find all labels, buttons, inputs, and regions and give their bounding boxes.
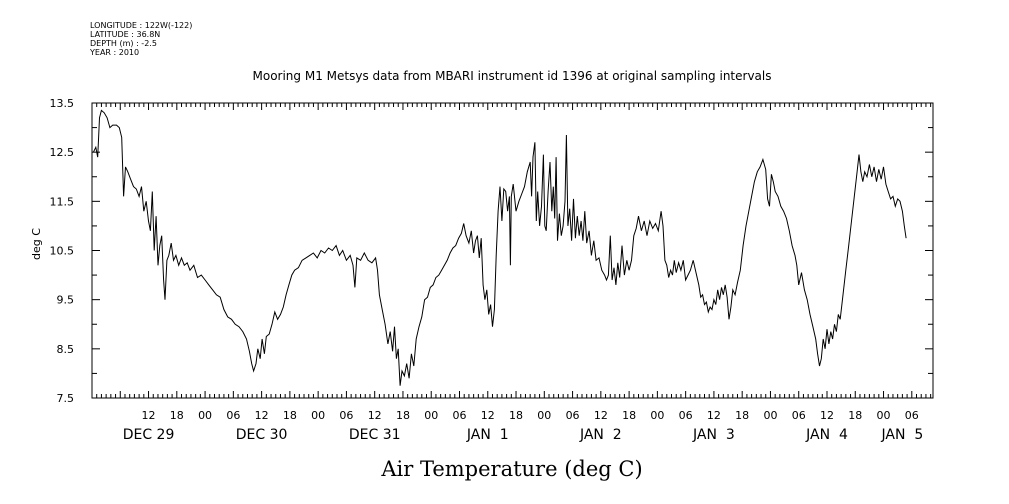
x-hour-label: 00 xyxy=(877,409,891,422)
x-hour-label: 18 xyxy=(283,409,297,422)
x-hour-label: 18 xyxy=(735,409,749,422)
meta-longitude: LONGITUDE : 122W(-122) xyxy=(90,21,192,30)
axis-ticks xyxy=(91,102,933,399)
x-hour-label: 12 xyxy=(142,409,156,422)
x-day-label: DEC 29 xyxy=(123,427,175,443)
x-hour-label: 06 xyxy=(905,409,919,422)
chart-title: Mooring M1 Metsys data from MBARI instru… xyxy=(253,69,772,83)
x-hour-label: 12 xyxy=(820,409,834,422)
x-hour-label: 06 xyxy=(566,409,580,422)
x-hour-label: 06 xyxy=(792,409,806,422)
x-hour-label: 18 xyxy=(396,409,410,422)
x-day-label: DEC 31 xyxy=(349,427,401,443)
x-hour-label: 18 xyxy=(509,409,523,422)
station-metadata: LONGITUDE : 122W(-122) LATITUDE : 36.8N … xyxy=(89,21,192,57)
x-hour-label: 12 xyxy=(255,409,269,422)
y-tick-label: 9.5 xyxy=(57,294,75,307)
x-hour-label: 00 xyxy=(650,409,664,422)
x-day-label: JAN 1 xyxy=(466,427,509,443)
y-axis-label: deg C xyxy=(30,228,43,260)
y-tick-label: 13.5 xyxy=(50,97,75,110)
x-hour-label: 18 xyxy=(848,409,862,422)
x-hour-label: 00 xyxy=(311,409,325,422)
x-day-label: JAN 2 xyxy=(579,427,622,443)
x-day-label: JAN 4 xyxy=(805,427,848,443)
x-hour-label: 00 xyxy=(424,409,438,422)
x-day-label: DEC 30 xyxy=(236,427,288,443)
x-hour-label: 06 xyxy=(226,409,240,422)
y-tick-label: 11.5 xyxy=(50,195,75,208)
x-hour-label: 06 xyxy=(679,409,693,422)
y-tick-label: 7.5 xyxy=(57,392,75,405)
y-tick-label: 8.5 xyxy=(57,343,75,356)
series-line xyxy=(92,109,907,386)
y-tick-labels: 13.5 12.5 11.5 10.5 9.5 8.5 7.5 xyxy=(50,97,75,405)
y-tick-label: 10.5 xyxy=(50,245,75,258)
x-day-label: JAN 5 xyxy=(881,427,924,443)
x-day-labels: DEC 29 DEC 30 DEC 31 JAN 1 JAN 2 JAN 3 JAN 4 JA… xyxy=(123,427,924,443)
x-hour-label: 12 xyxy=(481,409,495,422)
meta-depth: DEPTH (m) : -2.5 xyxy=(90,39,157,48)
x-hour-labels: 12 18 00 06 12 18 00 06 12 18 00 06 12 18 00 06 12 18 00 06… xyxy=(142,409,919,422)
x-day-label: JAN 3 xyxy=(692,427,735,443)
x-hour-label: 18 xyxy=(170,409,184,422)
x-hour-label: 06 xyxy=(452,409,466,422)
meta-year: YEAR : 2010 xyxy=(89,48,139,57)
x-axis-label: Air Temperature (deg C) xyxy=(380,457,642,481)
x-hour-label: 12 xyxy=(707,409,721,422)
x-hour-label: 00 xyxy=(763,409,777,422)
x-hour-label: 00 xyxy=(537,409,551,422)
x-hour-label: 00 xyxy=(198,409,212,422)
y-tick-label: 12.5 xyxy=(50,146,75,159)
meta-latitude: LATITUDE : 36.8N xyxy=(90,30,160,39)
x-hour-label: 12 xyxy=(594,409,608,422)
x-hour-label: 12 xyxy=(368,409,382,422)
x-hour-label: 18 xyxy=(622,409,636,422)
plot-frame xyxy=(91,102,934,399)
x-hour-label: 06 xyxy=(339,409,353,422)
